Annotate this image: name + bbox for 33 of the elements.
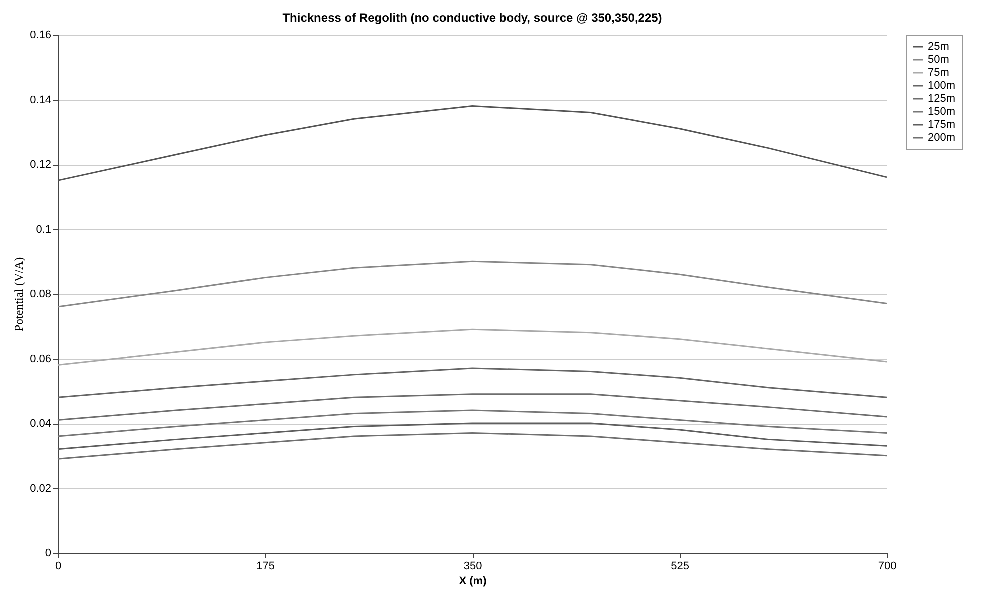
y-tick-label: 0.16 (30, 30, 52, 42)
line-series (57, 394, 888, 422)
y-tick-label: 0.1 (36, 224, 52, 236)
line-series (57, 410, 888, 438)
legend-label: 175m (928, 119, 956, 131)
y-tick-label: 0.12 (30, 159, 52, 171)
x-tick-label: 525 (671, 560, 690, 572)
line-series (57, 432, 888, 460)
legend-label: 125m (928, 93, 956, 105)
x-tick-label: 700 (878, 560, 897, 572)
legend-label: 150m (928, 106, 956, 118)
y-tick-label: 0 (45, 548, 52, 560)
x-tick-label: 175 (256, 560, 275, 572)
x-tick-label: 350 (464, 560, 482, 572)
legend-label: 25m (928, 41, 950, 53)
x-axis-title: X (m) (459, 576, 488, 588)
legend-label: 75m (928, 67, 950, 79)
y-tick-label: 0.04 (30, 418, 52, 430)
y-tick-label: 0.08 (30, 288, 52, 300)
y-axis-title: Potential (V/A) (12, 257, 26, 332)
legend-label: 50m (928, 54, 950, 66)
line-series (57, 422, 888, 450)
line-series (57, 260, 888, 308)
y-tick-label: 0.06 (30, 353, 52, 366)
legend-label: 200m (928, 132, 956, 144)
y-tick-label: 0.14 (30, 94, 52, 106)
chart-title: Thickness of Regolith (no conductive body, source @ 350,350,225) (282, 11, 662, 25)
legend-label: 100m (928, 80, 956, 92)
x-tick-label: 0 (55, 560, 62, 572)
line-series (57, 368, 888, 398)
line-series (57, 105, 888, 182)
y-tick-label: 0.02 (30, 482, 52, 495)
line-series (57, 328, 888, 366)
